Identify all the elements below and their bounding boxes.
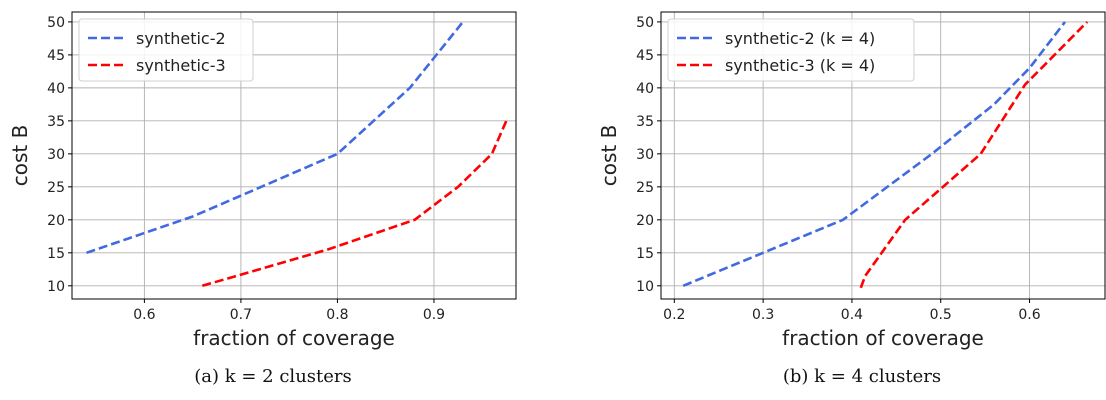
chart-panel-2: 0.2 0.3 0.4 0.5 0.6 10 15 20 25 30 35 40 45 50 fractio…: [597, 11, 1106, 387]
y-tick-label: 15: [47, 246, 65, 262]
y-tick-label: 10: [47, 279, 65, 295]
legend: synthetic-2 synthetic-3: [78, 18, 254, 82]
plot-frame: [71, 11, 517, 300]
y-axis-label: cost B: [8, 125, 32, 187]
legend-entry-2: synthetic-3 (k = 4): [725, 56, 875, 75]
y-tick-label: 40: [47, 81, 65, 97]
y-tick-label: 50: [636, 15, 654, 31]
y-tick-label: 45: [47, 48, 65, 64]
legend-box: [667, 18, 915, 82]
x-tick-label: 0.2: [663, 307, 685, 323]
x-tick-label: 0.3: [752, 307, 774, 323]
legend-entry-1: synthetic-2: [136, 29, 226, 48]
y-tick-label: 10: [636, 279, 654, 295]
y-tick-label: 35: [47, 114, 65, 130]
y-tick-label: 20: [47, 213, 65, 229]
y-tick-label: 50: [47, 15, 65, 31]
chart-panel-1: 0.6 0.7 0.8 0.9 10 15 20 25 30 35 40 45 50 fraction o…: [8, 11, 517, 387]
x-tick-label: 0.6: [1018, 307, 1040, 323]
y-tick-label: 25: [636, 180, 654, 196]
figure-caption: (a) k = 2 clusters: [194, 366, 352, 387]
y-tick-label: 40: [636, 81, 654, 97]
x-tick-label: 0.8: [326, 307, 348, 323]
legend-entry-1: synthetic-2 (k = 4): [725, 29, 875, 48]
x-axis-label: fraction of coverage: [782, 326, 984, 350]
series-line-1: [682, 21, 1067, 288]
y-tick-label: 15: [636, 246, 654, 262]
series-line-2: [859, 20, 1089, 289]
y-tick-label: 30: [636, 147, 654, 163]
y-tick-label: 35: [636, 114, 654, 130]
series-line-2: [201, 120, 508, 288]
legend: synthetic-2 (k = 4) synthetic-3 (k = 4): [667, 18, 915, 82]
y-tick-label: 25: [47, 180, 65, 196]
x-tick-label: 0.7: [230, 307, 252, 323]
y-tick-label: 30: [47, 147, 65, 163]
x-tick-label: 0.4: [841, 307, 863, 323]
x-axis-label: fraction of coverage: [193, 326, 395, 350]
legend-entry-2: synthetic-3: [136, 56, 226, 75]
y-tick-label: 45: [636, 48, 654, 64]
y-axis-label: cost B: [597, 125, 621, 187]
y-tick-label: 20: [636, 213, 654, 229]
plot-frame: [660, 11, 1106, 300]
x-tick-label: 0.5: [930, 307, 952, 323]
figure-caption: (b) k = 4 clusters: [783, 366, 941, 387]
series-line-1: [86, 21, 464, 255]
x-tick-label: 0.6: [133, 307, 155, 323]
x-tick-label: 0.9: [423, 307, 445, 323]
